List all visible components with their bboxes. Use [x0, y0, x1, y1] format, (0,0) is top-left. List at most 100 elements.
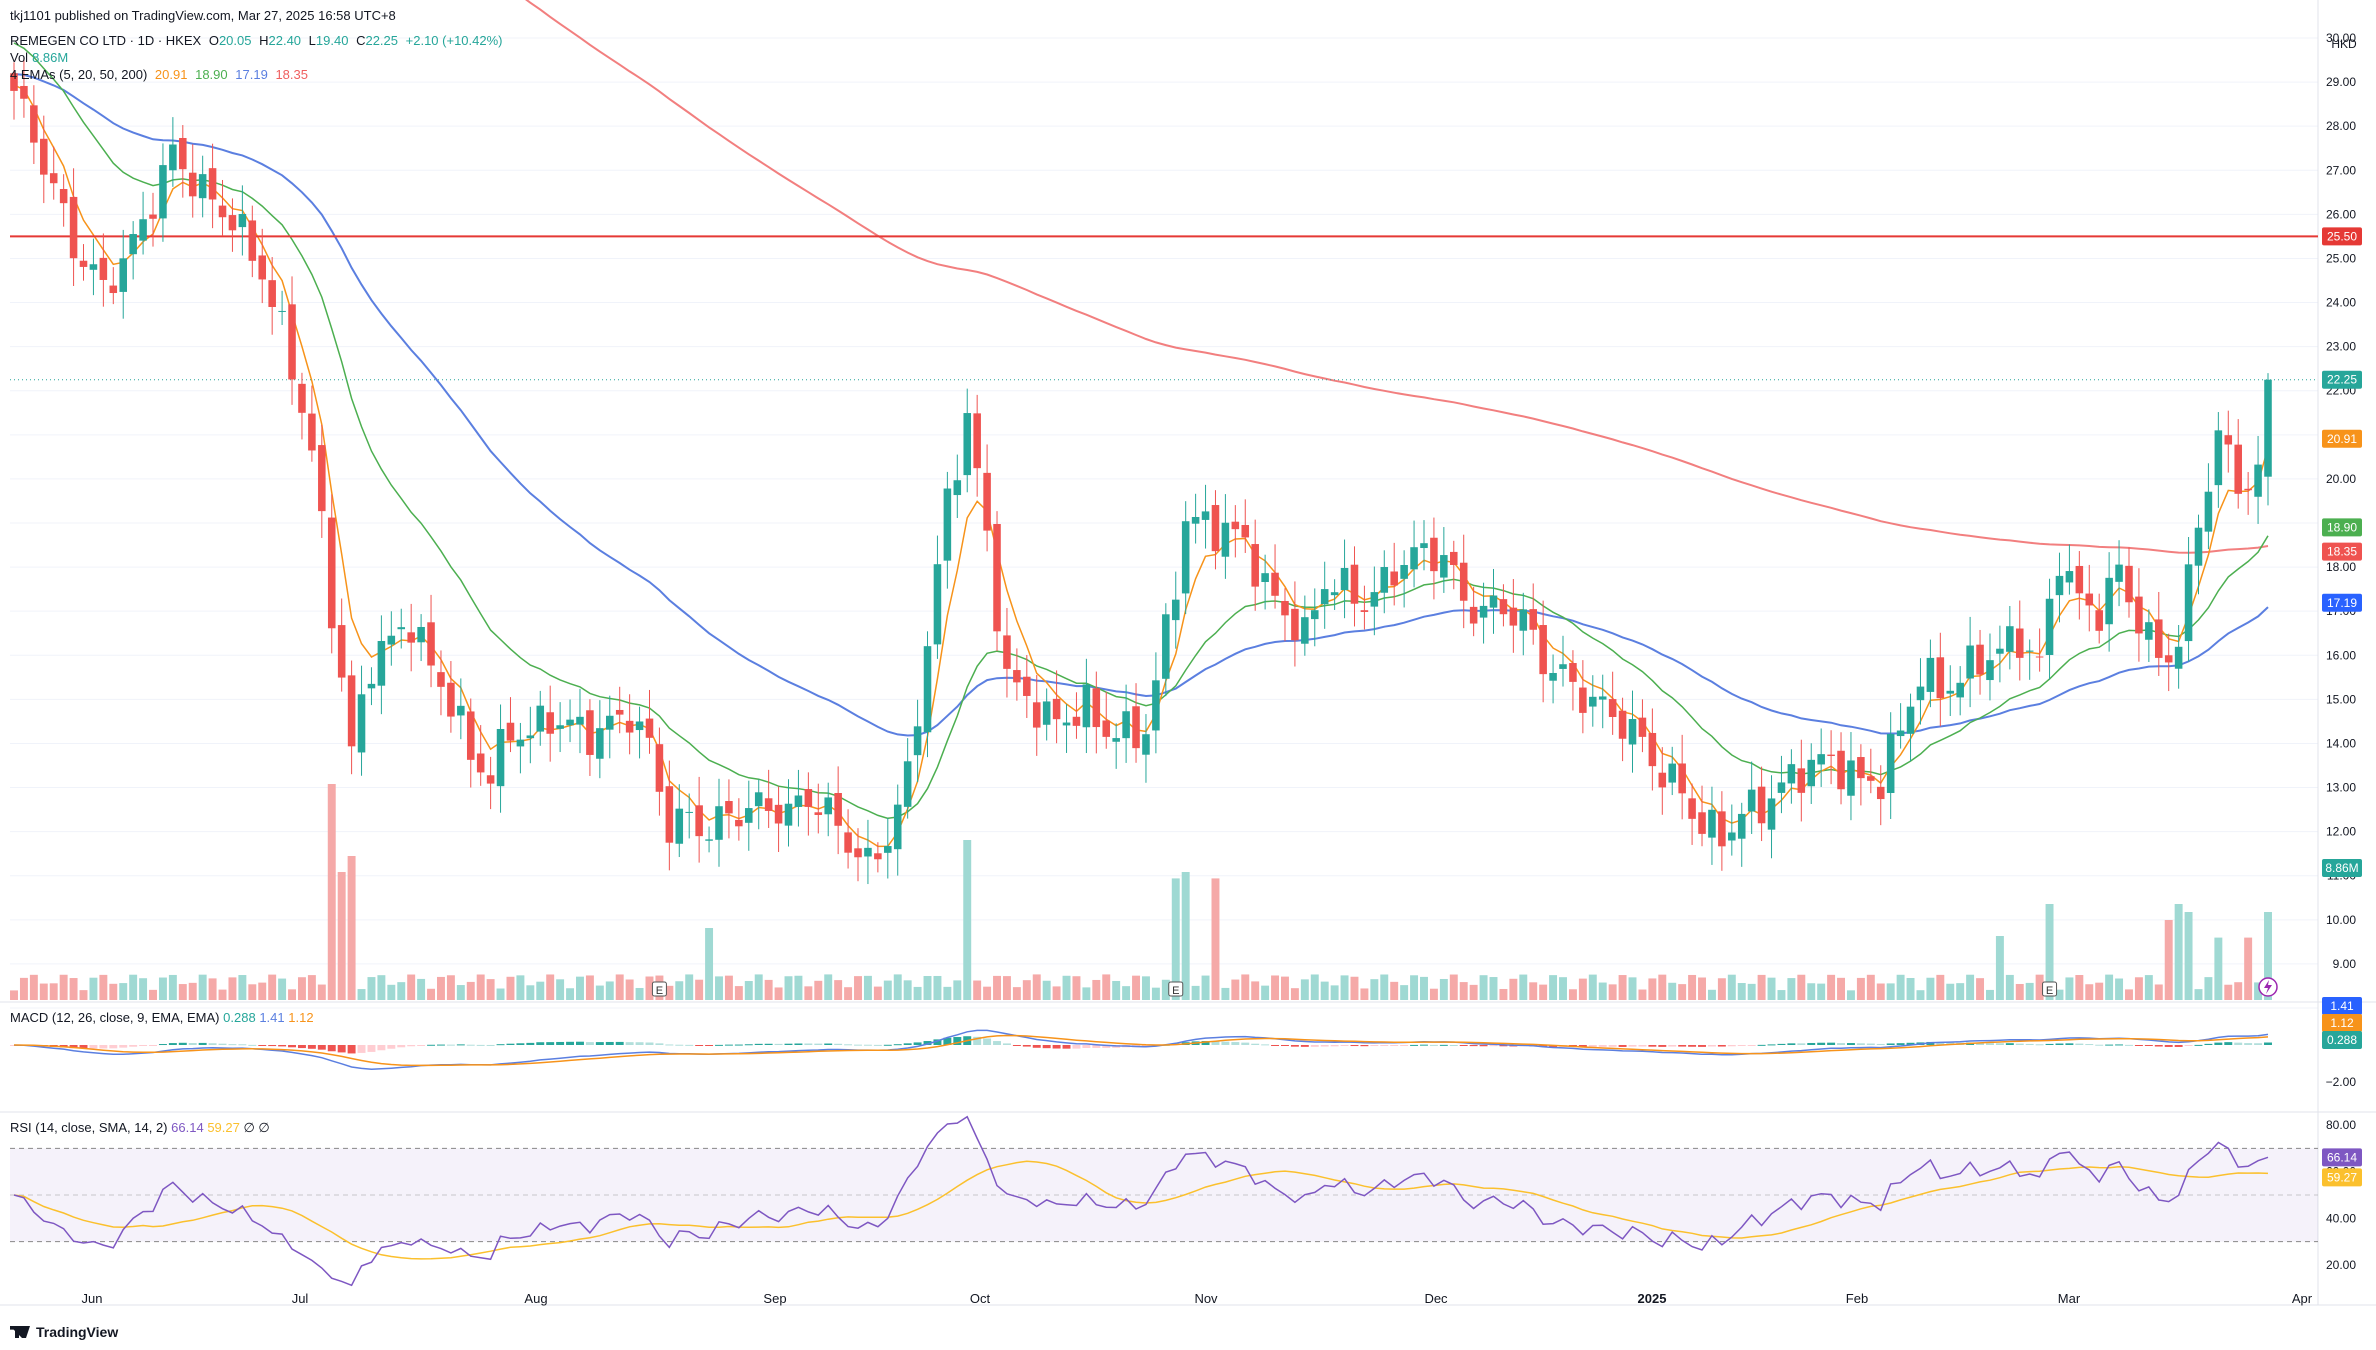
- volume-bar: [953, 980, 962, 1000]
- volume-bar: [1787, 978, 1796, 1000]
- price-tick-label: 13.00: [2326, 781, 2356, 795]
- candle: [1638, 699, 1647, 753]
- macd-histogram-bar: [834, 1043, 843, 1045]
- candle-body: [1658, 772, 1667, 788]
- candle: [1082, 658, 1091, 754]
- macd-histogram-bar: [2035, 1044, 2044, 1046]
- candle: [1718, 791, 1726, 871]
- macd-histogram-bar: [1698, 1045, 1706, 1047]
- candle: [1519, 592, 1528, 656]
- symbol-name: REMEGEN CO LTD · 1D · HKEX: [10, 33, 202, 48]
- candle: [1112, 723, 1120, 769]
- volume-bar: [1479, 975, 1488, 1000]
- volume-bar: [1201, 975, 1210, 1000]
- tag-last-price-bg: [2322, 370, 2362, 389]
- candle: [1181, 501, 1190, 615]
- macd-histogram-bar: [2214, 1042, 2223, 1045]
- macd-histogram-bar: [764, 1043, 773, 1045]
- earnings-label: E: [1172, 985, 1179, 997]
- volume-bar: [1966, 974, 1975, 1000]
- macd-histogram-bar: [1300, 1045, 1309, 1047]
- candle-body: [288, 304, 296, 380]
- candle-body: [30, 105, 38, 143]
- macd-histogram-bar: [883, 1044, 892, 1046]
- candle: [1251, 519, 1259, 611]
- volume-bar: [2134, 977, 2143, 1000]
- tag-volume-bg: [2322, 859, 2362, 877]
- macd-histogram-bar: [327, 1045, 336, 1052]
- ema-200-line: [525, 0, 2269, 554]
- volume-bar: [903, 980, 912, 1000]
- candle: [1996, 625, 2004, 683]
- candle-body: [198, 174, 207, 199]
- volume-bar: [208, 978, 217, 1000]
- macd-histogram-bar: [1420, 1044, 1428, 1046]
- macd-histogram-bar: [844, 1044, 853, 1046]
- volume-bar: [1529, 982, 1538, 1000]
- volume-bar: [1777, 990, 1786, 1000]
- candle: [1966, 616, 1974, 708]
- macd-histogram-bar: [2254, 1043, 2263, 1045]
- tag-ema200: 18.35: [2322, 542, 2362, 561]
- candle: [1261, 554, 1269, 610]
- candle-body: [238, 213, 247, 228]
- candle-body: [347, 675, 356, 747]
- macd-histogram-bar: [1648, 1045, 1657, 1047]
- candle: [238, 185, 247, 256]
- macd-histogram-bar: [1866, 1043, 1875, 1045]
- candle-body: [834, 793, 842, 826]
- macd-legend: MACD (12, 26, close, 9, EMA, EMA) 0.288 …: [10, 1010, 314, 1025]
- macd-histogram-bar: [933, 1039, 942, 1045]
- candle-body: [1251, 544, 1259, 587]
- candle: [139, 191, 147, 255]
- candle: [2204, 463, 2213, 550]
- candle-body: [228, 215, 237, 231]
- candle: [476, 725, 485, 786]
- tag-ema5-text: 20.91: [2327, 432, 2357, 446]
- macd-histogram-bar: [814, 1043, 823, 1045]
- macd-histogram-bar: [923, 1041, 932, 1045]
- candle: [179, 125, 187, 198]
- macd-histogram-bar: [1330, 1045, 1339, 1047]
- volume-bar: [1320, 981, 1329, 1000]
- candle: [447, 661, 455, 733]
- candle-body: [258, 255, 267, 280]
- tradingview-brand[interactable]: TradingView: [10, 1324, 118, 1340]
- candle: [1559, 635, 1567, 687]
- volume-bar: [1499, 988, 1508, 1000]
- volume-bar: [854, 976, 862, 1000]
- volume-bar: [387, 984, 396, 1000]
- candle-body: [596, 728, 604, 759]
- price-tick-label: 28.00: [2326, 119, 2356, 133]
- candle-body: [1052, 698, 1061, 720]
- macd-histogram-bar: [655, 1043, 664, 1045]
- candle: [1410, 520, 1418, 588]
- candle-body: [2045, 598, 2054, 655]
- volume-bar: [466, 981, 475, 1000]
- volume-bar: [129, 974, 138, 1000]
- volume-bar: [764, 979, 773, 1000]
- candle: [288, 276, 296, 405]
- price-tick-label: 16.00: [2326, 648, 2356, 662]
- volume-bar: [2244, 937, 2253, 1000]
- candle: [675, 784, 684, 858]
- volume-bar: [1042, 980, 1051, 1000]
- candle-body: [1728, 832, 1736, 841]
- tag-volume-text: 8.86M: [2325, 861, 2358, 875]
- candle: [1837, 732, 1845, 805]
- candle: [784, 779, 793, 847]
- candle-body: [59, 189, 68, 204]
- volume-bar: [1539, 984, 1548, 1000]
- candle-body: [536, 705, 545, 732]
- candle-body: [1708, 809, 1716, 838]
- macd-histogram-bar: [278, 1045, 287, 1047]
- volume-bar: [556, 979, 565, 1000]
- candle: [764, 769, 773, 828]
- candle: [1787, 749, 1796, 804]
- macd-histogram-bar: [268, 1045, 277, 1047]
- earnings-box: [2042, 981, 2058, 997]
- candle-body: [1261, 573, 1269, 583]
- candle-body: [1956, 682, 1964, 698]
- volume-bar: [2045, 904, 2054, 1000]
